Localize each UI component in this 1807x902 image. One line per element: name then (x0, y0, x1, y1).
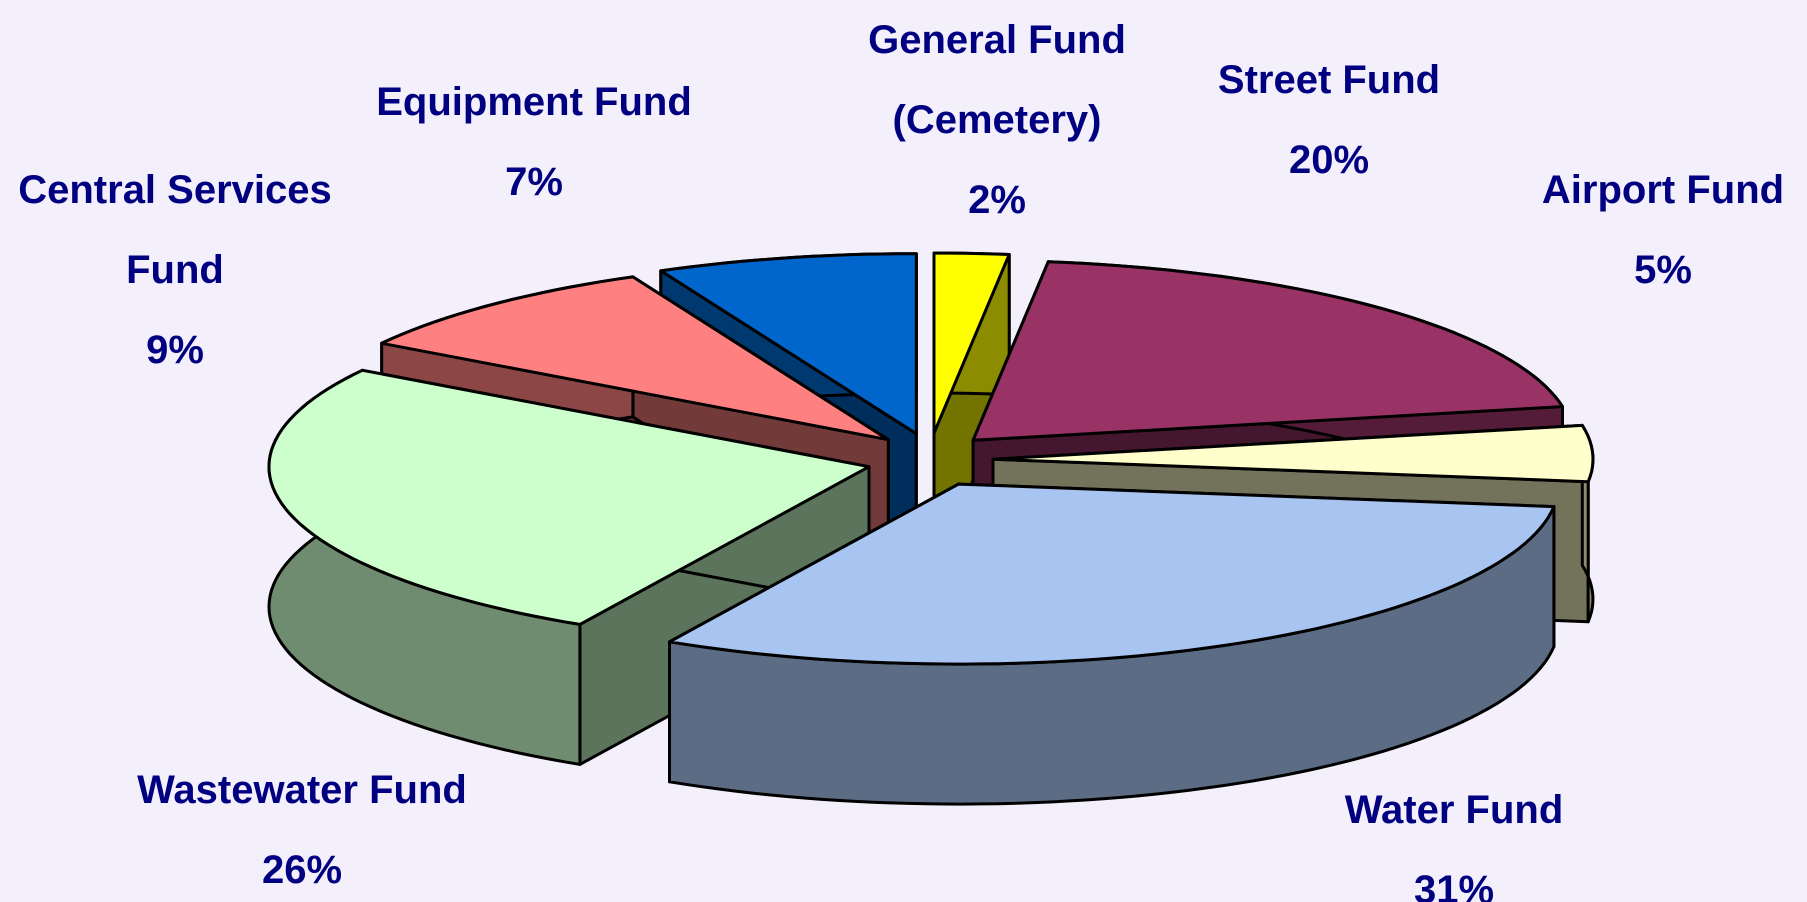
value-label: 7% (505, 160, 563, 204)
slice (380, 275, 890, 442)
slice-label: General Fund (Cemetery) 2% (837, 0, 1157, 240)
slice (668, 482, 1556, 666)
value-label: 31% (1413, 868, 1495, 902)
slice-label: Equipment Fund 7% (376, 62, 692, 222)
slice (267, 368, 871, 626)
slice (659, 252, 918, 436)
category-name: Equipment Fund (376, 80, 692, 124)
slice (971, 260, 1564, 442)
slice (932, 251, 1011, 435)
slice-label: Water Fund 31% (1345, 770, 1564, 902)
value-label: 26% (261, 848, 343, 892)
category-name: Airport Fund (1541, 168, 1785, 212)
value-label: 9% (146, 328, 204, 372)
value-label: 20% (1288, 138, 1370, 182)
slice-label: Central Services Fund 9% (0, 150, 360, 390)
value-label: 2% (968, 178, 1026, 222)
slice-label: Wastewater Fund 26% (137, 750, 467, 902)
category-name: Central Services Fund (18, 168, 332, 292)
category-name: Wastewater Fund (137, 768, 467, 812)
value-label: 5% (1634, 248, 1692, 292)
slice-label: Street Fund 20% (1218, 40, 1440, 200)
category-name: Water Fund (1344, 788, 1564, 832)
slice (668, 482, 1556, 806)
slice (991, 423, 1595, 484)
category-name: General Fund (Cemetery) (868, 18, 1126, 142)
slice-label: Airport Fund 5% (1542, 150, 1784, 310)
category-name: Street Fund (1217, 58, 1441, 102)
